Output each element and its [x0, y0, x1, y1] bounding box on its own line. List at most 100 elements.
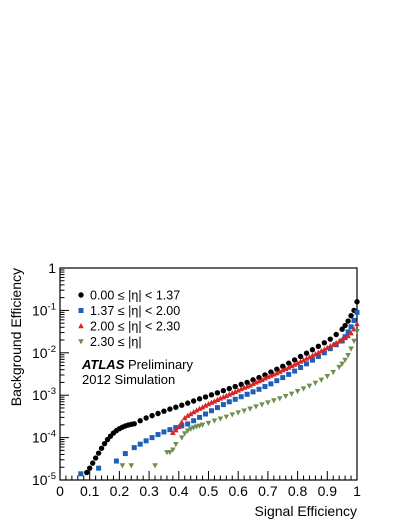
legend-item: 0.00 ≤ |η| < 1.37 — [78, 289, 180, 303]
data-point — [149, 435, 155, 441]
data-point — [190, 409, 197, 415]
data-point — [339, 361, 345, 367]
data-point — [143, 415, 149, 421]
data-point — [324, 374, 331, 380]
data-point — [333, 331, 339, 338]
data-point — [199, 404, 206, 410]
data-point — [143, 438, 149, 444]
data-point — [318, 377, 325, 383]
data-point — [271, 398, 277, 404]
data-point — [235, 410, 241, 416]
data-point — [179, 402, 185, 408]
data-point — [256, 386, 262, 392]
plot-area: 0 0.1 0.2 0.3 0.4 0.5 0.6 0.7 0.8 0.9 1 110-110-21… — [32, 260, 361, 499]
data-point — [315, 349, 322, 355]
data-point — [187, 411, 194, 417]
data-point — [321, 350, 327, 356]
data-point — [191, 418, 197, 424]
data-point — [259, 402, 265, 408]
x-axis-title: Signal Efficiency — [255, 503, 357, 519]
data-point — [333, 340, 340, 346]
x-axis: 0 0.1 0.2 0.3 0.4 0.5 0.6 0.7 0.8 0.9 1 — [56, 471, 361, 499]
data-point — [92, 455, 99, 461]
data-point — [280, 375, 286, 381]
data-point — [178, 419, 185, 425]
data-point — [199, 422, 206, 428]
data-point — [298, 365, 304, 371]
y-tick-label: 10-4 — [32, 429, 56, 446]
data-point — [173, 441, 179, 448]
data-point — [220, 394, 227, 400]
data-point — [155, 410, 161, 417]
data-point — [259, 376, 265, 383]
y-axis: 1 10-1 10-2 10-3 10-4 10-5 — [32, 260, 69, 488]
data-point — [250, 389, 256, 395]
data-point — [294, 389, 301, 395]
data-point — [137, 418, 143, 424]
data-point — [96, 465, 102, 471]
data-point — [318, 348, 325, 354]
series-4 — [119, 329, 360, 469]
data-point — [315, 343, 322, 350]
data-point — [262, 372, 268, 378]
legend-marker — [78, 339, 84, 345]
data-point — [211, 398, 218, 404]
data-point — [262, 375, 268, 381]
legend-label: 0.00 ≤ |η| < 1.37 — [90, 289, 180, 303]
data-point — [241, 408, 247, 414]
data-point — [170, 429, 176, 435]
data-point — [306, 383, 313, 389]
data-point — [274, 378, 280, 384]
data-point — [184, 428, 191, 434]
data-point — [235, 387, 241, 393]
x-tick-label: 0.6 — [228, 483, 248, 499]
data-point — [312, 351, 319, 357]
x-tick-label: 0.2 — [110, 483, 130, 499]
data-point — [220, 387, 227, 394]
data-point — [339, 336, 345, 342]
data-point — [300, 386, 307, 392]
x-tick-label: 0.9 — [318, 483, 338, 499]
data-point — [232, 388, 239, 395]
data-point — [208, 408, 214, 414]
data-point — [321, 346, 328, 352]
data-point — [119, 463, 126, 469]
data-point — [274, 366, 280, 372]
data-point — [173, 404, 179, 410]
x-tick-label: 0.4 — [169, 483, 189, 499]
data-point — [214, 396, 221, 402]
data-point — [247, 406, 253, 412]
data-point — [196, 405, 203, 411]
data-point — [238, 394, 244, 400]
legend-label: 2.30 ≤ |η| — [90, 335, 142, 349]
data-point — [327, 346, 333, 352]
data-point — [179, 423, 185, 429]
data-point — [131, 445, 137, 451]
data-point — [208, 399, 215, 405]
preliminary-label: Preliminary — [128, 357, 194, 372]
data-point — [98, 445, 105, 451]
data-point — [345, 318, 351, 324]
data-point — [226, 391, 233, 397]
data-point — [288, 391, 295, 397]
data-point — [89, 460, 96, 466]
data-point — [276, 396, 283, 402]
data-point — [354, 329, 360, 335]
data-point — [205, 420, 212, 427]
data-point — [282, 393, 289, 400]
data-point — [184, 412, 191, 418]
data-point — [220, 402, 226, 408]
data-point — [268, 381, 274, 387]
data-point — [95, 450, 102, 456]
data-point — [161, 429, 167, 435]
data-point — [197, 414, 203, 420]
data-point — [205, 401, 212, 407]
data-point — [193, 407, 200, 413]
data-point — [178, 435, 185, 441]
data-point — [226, 385, 232, 392]
data-point — [185, 421, 191, 427]
data-point — [292, 368, 298, 374]
data-series — [78, 299, 360, 477]
data-point — [161, 408, 167, 414]
